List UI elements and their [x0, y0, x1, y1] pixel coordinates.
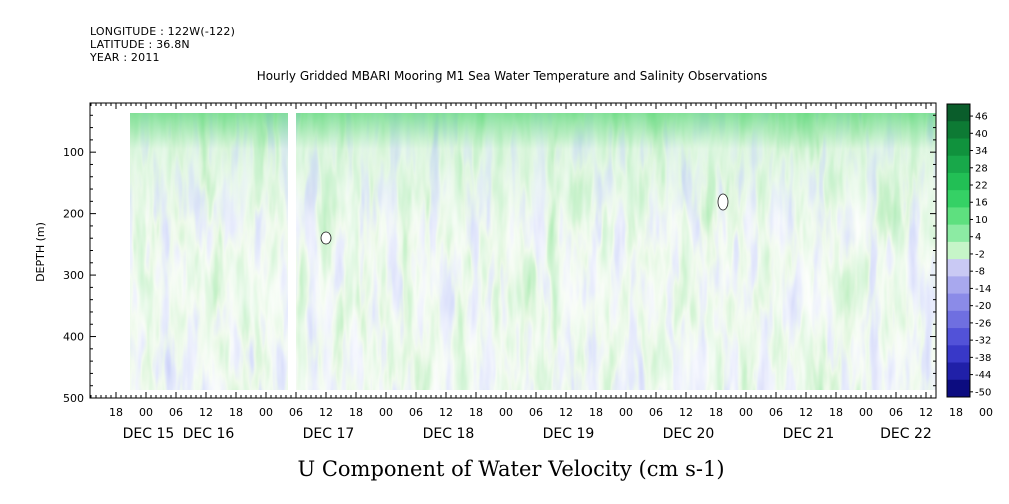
y-tick-label: 500	[63, 392, 84, 405]
colorbar-swatch	[947, 259, 970, 277]
latitude-label: LATITUDE : 36.8N	[90, 38, 190, 51]
colorbar-label: -14	[975, 284, 991, 295]
colorbar-swatch	[947, 224, 970, 243]
x-hour-label: 12	[679, 406, 693, 419]
missing-data-patch	[717, 193, 729, 211]
colorbar-swatch	[947, 276, 970, 295]
x-date-label: DEC 16	[183, 426, 235, 442]
colorbar-label: -44	[975, 370, 991, 381]
colorbar-swatch	[947, 155, 970, 174]
colorbar-swatch	[947, 379, 970, 398]
colorbar-frame	[946, 103, 971, 398]
x-axis-label: U Component of Water Velocity (cm s-1)	[297, 457, 724, 481]
colorbar-label: 10	[975, 215, 988, 226]
colorbar-label: -32	[975, 336, 991, 347]
x-axis-top-ticks	[90, 103, 937, 109]
x-date-label: DEC 18	[423, 426, 475, 442]
colorbar-label: 22	[975, 181, 988, 192]
x-date-label: DEC 22	[880, 426, 932, 442]
x-hour-label: 00	[139, 406, 153, 419]
colorbar-label: -8	[975, 267, 985, 278]
year-label: YEAR : 2011	[90, 51, 160, 64]
colorbar-swatch	[947, 121, 970, 139]
x-hour-label: 18	[589, 406, 603, 419]
y-tick-label: 100	[63, 146, 84, 159]
colorbar-label: -38	[975, 353, 991, 364]
colorbar-swatch	[947, 362, 970, 381]
colorbar-label: 46	[975, 112, 988, 123]
heatmap-field	[130, 113, 936, 390]
colorbar-swatch	[947, 172, 970, 191]
x-hour-label: 06	[409, 406, 423, 419]
x-hour-label: 18	[829, 406, 843, 419]
x-hour-label: 06	[769, 406, 783, 419]
y-tick-label: 200	[63, 208, 84, 221]
colorbar-swatch	[947, 345, 970, 364]
x-hour-label: 12	[919, 406, 933, 419]
x-hour-label: 00	[379, 406, 393, 419]
x-hour-label: 12	[799, 406, 813, 419]
colorbar-label: -26	[975, 318, 991, 329]
x-hour-label: 18	[709, 406, 723, 419]
colorbar-label: 34	[975, 146, 988, 157]
x-hour-label: 00	[859, 406, 873, 419]
x-hour-label: 06	[649, 406, 663, 419]
colorbar: 46 40 34 28 22 16 10 4 -2 -8 -14 -20 -26 -32 -38 -44 -50	[946, 103, 991, 398]
x-hour-label: 06	[529, 406, 543, 419]
colorbar-swatch	[947, 310, 970, 329]
longitude-label: LONGITUDE : 122W(-122)	[90, 25, 236, 38]
x-hour-label: 18	[349, 406, 363, 419]
missing-data-patch	[320, 231, 332, 245]
x-hour-label: 00	[979, 406, 993, 419]
colorbar-label: 16	[975, 198, 988, 209]
x-hour-label: 00	[499, 406, 513, 419]
colorbar-label: -20	[975, 301, 991, 312]
colorbar-label: 28	[975, 163, 988, 174]
colorbar-label: 40	[975, 129, 988, 140]
colorbar-swatch	[947, 138, 970, 157]
x-date-label: DEC 21	[783, 426, 835, 442]
x-hour-label: 12	[199, 406, 213, 419]
x-hour-label: 12	[559, 406, 573, 419]
colorbar-swatch	[947, 104, 970, 122]
y-axis-label: DEPTH (m)	[34, 222, 47, 282]
colorbar-swatch	[947, 241, 970, 260]
x-hour-label: 00	[619, 406, 633, 419]
x-hour-label: 06	[889, 406, 903, 419]
colorbar-swatch	[947, 293, 970, 312]
chart-title: Hourly Gridded MBARI Mooring M1 Sea Wate…	[257, 69, 768, 83]
colorbar-swatch	[947, 328, 970, 346]
colorbar-swatch	[947, 207, 970, 226]
x-hour-label: 06	[169, 406, 183, 419]
colorbar-swatch	[947, 190, 970, 208]
x-axis-ticks	[90, 392, 937, 398]
y-tick-label: 300	[63, 269, 84, 282]
colorbar-label: 4	[975, 232, 981, 243]
x-date-label: DEC 15	[123, 426, 175, 442]
x-hour-label: 06	[289, 406, 303, 419]
data-gap	[288, 113, 296, 390]
x-hour-label: 12	[439, 406, 453, 419]
y-axis-ticks	[90, 102, 936, 399]
x-hour-label: 00	[259, 406, 273, 419]
y-tick-labels: 100 200 300 400 500	[63, 146, 84, 405]
y-tick-label: 400	[63, 331, 84, 344]
x-hour-label: 12	[319, 406, 333, 419]
x-hour-label: 18	[469, 406, 483, 419]
x-date-label: DEC 19	[543, 426, 595, 442]
x-hour-label: 18	[229, 406, 243, 419]
x-hour-label: 00	[739, 406, 753, 419]
x-date-labels: DEC 15 DEC 16 DEC 17 DEC 18 DEC 19 DEC 20 DEC …	[123, 426, 932, 442]
x-date-label: DEC 20	[663, 426, 715, 442]
colorbar-label: -50	[975, 387, 991, 398]
x-hour-label: 18	[109, 406, 123, 419]
x-hour-label: 18	[949, 406, 963, 419]
x-date-label: DEC 17	[303, 426, 355, 442]
x-hour-labels: 18 00 06 12 18 00 06 12 18 00 06 12 18 00 06 12 18 00 06 12…	[109, 406, 993, 419]
colorbar-label: -2	[975, 249, 985, 260]
